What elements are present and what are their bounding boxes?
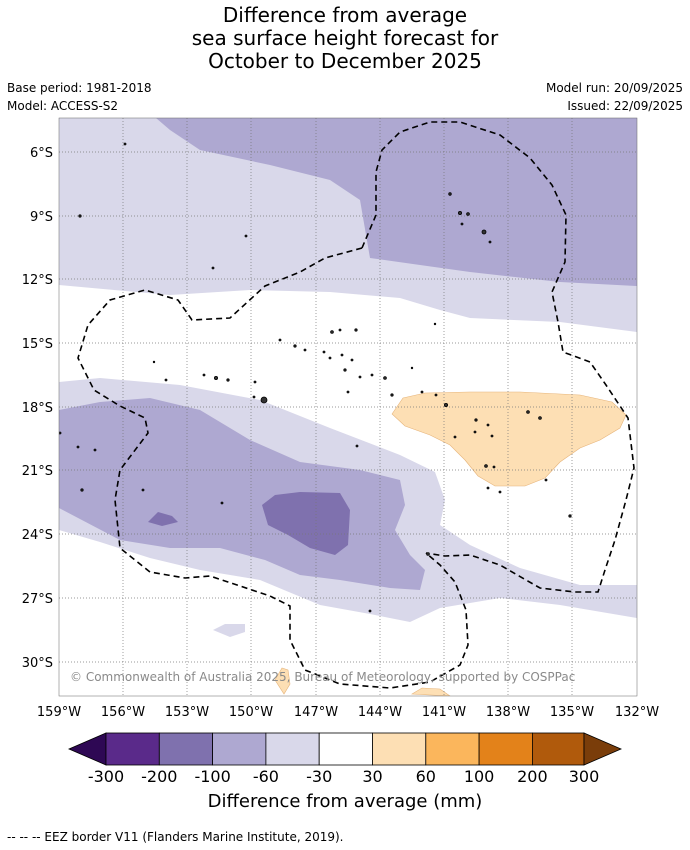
anomaly-region-positive [391, 391, 627, 487]
lon-label: 132°W [615, 705, 659, 720]
lon-label: 147°W [294, 705, 338, 720]
meta-right: Model run: 20/09/2025 Issued: 22/09/2025 [546, 79, 683, 115]
map-frame [58, 117, 638, 697]
eez-legend-note: -- -- -- EEZ border V11 (Flanders Marine… [7, 830, 344, 844]
lat-label: 21°S [22, 464, 53, 479]
colorbar-segment [478, 732, 533, 766]
lat-label: 24°S [22, 528, 53, 543]
lon-label: 138°W [486, 705, 530, 720]
colorbar-segment [372, 732, 427, 766]
title-line-1: Difference from average [222, 3, 468, 27]
anomaly-region-south-dark [262, 492, 350, 555]
colorbar-tick-label: -60 [253, 767, 279, 786]
colorbar-tick-label: -200 [141, 767, 177, 786]
colorbar-segment [265, 732, 320, 766]
lat-label: 6°S [30, 146, 53, 161]
colorbar-tick-label: -100 [194, 767, 230, 786]
lon-label: 153°W [165, 705, 209, 720]
colorbar-segment [212, 732, 267, 766]
issued-date: Issued: 22/09/2025 [567, 99, 683, 113]
model-name: Model: ACCESS-S2 [7, 99, 119, 113]
lon-label: 159°W [37, 705, 81, 720]
colorbar-tick-label: -300 [88, 767, 124, 786]
lon-label: 156°W [101, 705, 145, 720]
colorbar-extend-low [67, 732, 107, 766]
map-plot-area: © Commonwealth of Australia 2025, Bureau… [59, 118, 637, 696]
map-title: Difference from average sea surface heig… [0, 4, 690, 73]
copyright-notice: © Commonwealth of Australia 2025, Bureau… [70, 670, 575, 684]
colorbar-tick-label: 60 [416, 767, 436, 786]
colorbar-tick-label: 200 [517, 767, 548, 786]
lat-label: 12°S [22, 273, 53, 288]
colorbar-segment [425, 732, 480, 766]
model-run: Model run: 20/09/2025 [545, 81, 683, 95]
colorbar: -300 -200 -100 -60 -30 30 60 100 200 300 [67, 732, 623, 786]
latitude-axis: 6°S 9°S 12°S 15°S 18°S 21°S 24°S 27°S 30… [22, 146, 53, 671]
lat-label: 15°S [22, 337, 53, 352]
colorbar-tick-label: 100 [464, 767, 495, 786]
islands [59, 142, 572, 613]
anomaly-region-positive-small-2 [411, 687, 451, 696]
lat-label: 18°S [22, 401, 53, 416]
lon-label: 150°W [229, 705, 273, 720]
lon-label: 135°W [550, 705, 594, 720]
base-period: Base period: 1981-2018 [7, 81, 152, 95]
lat-label: 30°S [22, 656, 53, 671]
lat-label: 27°S [22, 592, 53, 607]
colorbar-segment [532, 732, 585, 766]
lon-label: 144°W [358, 705, 402, 720]
title-line-2: sea surface height forecast for [191, 26, 499, 50]
lon-label: 141°W [422, 705, 466, 720]
colorbar-tick-label: -30 [306, 767, 332, 786]
anomaly-region-positive-small-1 [274, 667, 291, 695]
longitude-axis: 159°W 156°W 153°W 150°W 147°W 144°W 141°… [37, 705, 659, 720]
anomaly-region-west-dark [148, 512, 178, 526]
colorbar-tick-label: 300 [569, 767, 600, 786]
anomaly-region-north-mid [156, 118, 637, 286]
anomaly-region-small-light [213, 624, 245, 637]
title-line-3: October to December 2025 [208, 49, 482, 73]
colorbar-segment [158, 732, 214, 766]
colorbar-title: Difference from average (mm) [207, 791, 483, 812]
colorbar-tick-label: 30 [362, 767, 382, 786]
lat-label: 9°S [30, 210, 53, 225]
colorbar-segment [318, 732, 373, 766]
colorbar-extend-high [583, 732, 623, 766]
colorbar-segment [105, 732, 160, 766]
meta-left: Base period: 1981-2018 Model: ACCESS-S2 [7, 79, 152, 115]
